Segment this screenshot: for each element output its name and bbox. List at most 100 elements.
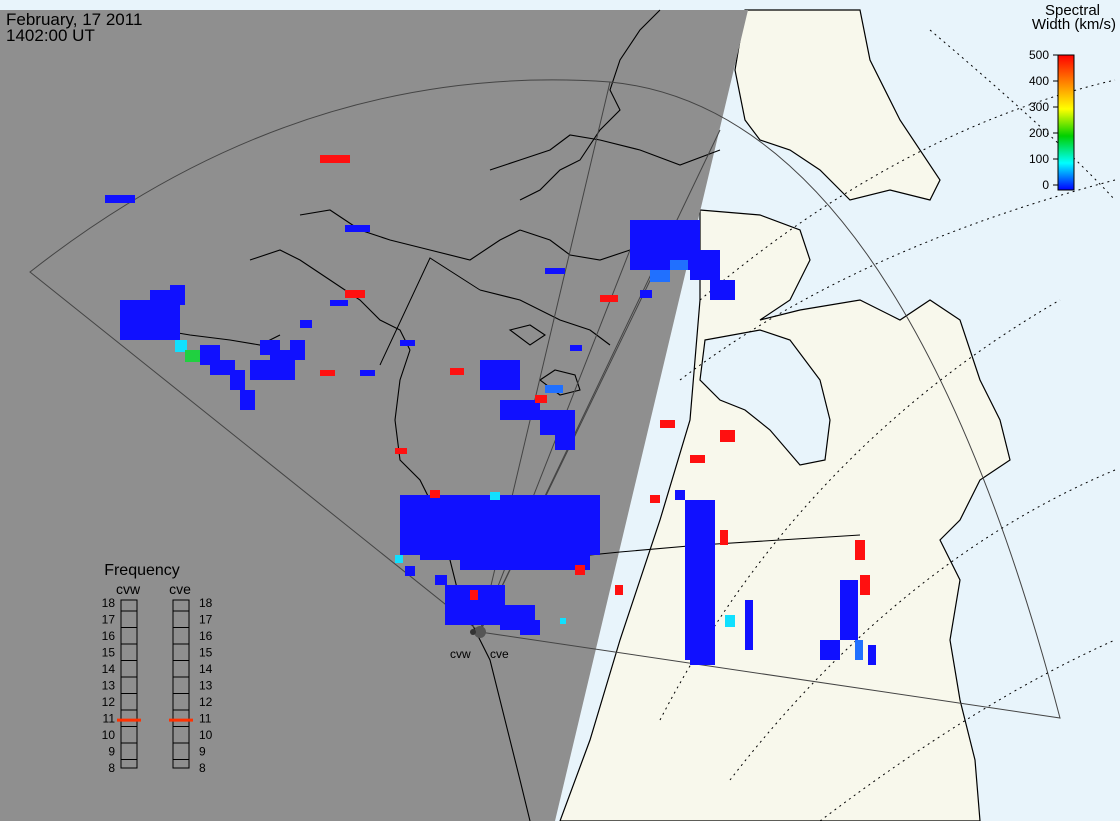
cve-frequency-tick-label: 16 [199, 629, 213, 643]
radar-echo-cell [480, 360, 520, 390]
hudson-bay [699, 329, 831, 466]
radar-echo-cell [320, 370, 335, 376]
cve-frequency-tick-label: 8 [199, 761, 206, 775]
radar-echo-cell [185, 350, 200, 362]
radar-echo-cell [545, 268, 565, 274]
colorbar-tick-label: 200 [1029, 126, 1049, 140]
radar-echo-cell [820, 640, 840, 660]
cvw-site-marker[interactable] [470, 629, 476, 635]
radar-echo-cell [555, 430, 575, 450]
radar-echo-cell [545, 385, 563, 393]
radar-echo-cell [395, 555, 403, 563]
frequency-panel: Frequency cvw cve 18 18 17 17 16 16 15 15 14 14 13… [102, 562, 213, 775]
frequency-ticks: 18 18 17 17 16 16 15 15 14 14 13 13 12 12 11 11 10 10 9 9 8 8 [102, 596, 213, 775]
radar-echo-cell [105, 195, 135, 203]
radar-echo-cell [710, 280, 735, 300]
radar-echo-cell [720, 430, 735, 442]
cvw-label: cvw [450, 647, 471, 661]
colorbar-title-line1: Spectral [1045, 2, 1100, 19]
radar-echo-cell [575, 565, 585, 575]
radar-echo-cell [630, 220, 700, 270]
cvw-frequency-tick-label: 8 [108, 761, 115, 775]
cve-frequency-tick-label: 9 [199, 745, 206, 759]
colorbar-tick-label: 300 [1029, 100, 1049, 114]
radar-echo-cell [650, 495, 660, 503]
radar-echo-cell [395, 448, 407, 454]
cve-frequency-tick-label: 11 [199, 712, 212, 726]
cvw-frequency-tick-label: 9 [108, 745, 115, 759]
radar-echo-cell [690, 250, 720, 280]
radar-echo-cell [560, 618, 566, 624]
cve-column-label: cve [169, 581, 191, 597]
cvw-frequency-tick-label: 16 [102, 629, 116, 643]
radar-echo-cell [600, 295, 618, 302]
cve-frequency-tick-label: 10 [199, 728, 213, 742]
radar-echo-cell [690, 620, 715, 665]
radar-echo-cell [720, 530, 728, 545]
radar-echo-cell [320, 155, 350, 163]
cvw-frequency-tick-label: 18 [102, 596, 116, 610]
cve-frequency-bar [172, 599, 190, 769]
radar-echo-cell [420, 545, 460, 560]
north-america-east-landmass [559, 209, 1011, 821]
radar-echo-cell [650, 270, 670, 282]
cvw-frequency-tick-label: 14 [102, 662, 116, 676]
radar-echo-cell [300, 320, 312, 328]
cve-site-marker[interactable] [474, 626, 486, 638]
radar-echo-cell [500, 400, 540, 420]
radar-echo-cell [675, 490, 685, 500]
day-land [559, 9, 1011, 821]
radar-echo-cell [490, 492, 500, 500]
radar-echo-cell [290, 340, 305, 360]
radar-echo-cell [868, 645, 876, 665]
radar-echo-cell [330, 300, 348, 306]
radar-echo-cell [640, 290, 652, 298]
cve-frequency-tick-label: 13 [199, 679, 213, 693]
radar-echo-cell [840, 580, 858, 640]
radar-echo-cell [230, 370, 245, 390]
radar-echo-cell [360, 370, 375, 376]
cvw-frequency-tick-label: 17 [102, 613, 116, 627]
radar-echo-cell [400, 340, 415, 346]
cvw-frequency-tick-label: 13 [102, 679, 116, 693]
radar-echo-cell [535, 395, 547, 403]
cvw-frequency-tick-label: 12 [102, 695, 116, 709]
colorbar-gradient [1057, 54, 1075, 191]
colorbar-tick-label: 500 [1029, 48, 1049, 62]
cvw-frequency-tick-label: 15 [102, 646, 116, 660]
time-label: 1402:00 UT [6, 26, 95, 45]
radar-echo-cell [435, 575, 447, 585]
radar-echo-cell [670, 260, 688, 270]
radar-echo-cell [860, 575, 870, 595]
cve-label: cve [490, 647, 509, 661]
cve-frequency-tick-label: 18 [199, 596, 213, 610]
radar-echo-cell [725, 615, 735, 627]
radar-echo-cell [210, 360, 235, 375]
cvw-frequency-bar [120, 599, 138, 769]
cve-frequency-tick-label: 12 [199, 695, 213, 709]
cvw-frequency-tick-label: 11 [103, 712, 116, 726]
colorbar-tick-label: 100 [1029, 152, 1049, 166]
cve-frequency-tick-label: 15 [199, 646, 213, 660]
radar-echo-cell [405, 566, 415, 576]
date-label: February, 17 2011 [6, 10, 142, 29]
radar-echo-cell [470, 590, 478, 600]
cvw-frequency-tick-label: 10 [102, 728, 116, 742]
radar-echo-cell [520, 620, 540, 635]
radar-echo-cell [175, 340, 187, 352]
radar-echo-cell [855, 640, 863, 660]
radar-echo-cell [240, 390, 255, 410]
frequency-title: Frequency [104, 562, 180, 579]
colorbar-tick-label: 400 [1029, 74, 1049, 88]
radar-echo-cell [170, 285, 185, 305]
colorbar: Spectral Width (km/s) 500 400 300 200 100 0 [1029, 2, 1116, 192]
radar-echo-cell [690, 455, 705, 463]
radar-echo-cell [430, 490, 440, 498]
cve-frequency-tick-label: 14 [199, 662, 213, 676]
cve-frequency-tick-label: 17 [199, 613, 213, 627]
radar-echo-cell [345, 225, 370, 232]
colorbar-tick-label: 0 [1042, 178, 1049, 192]
colorbar-ticks: 500 400 300 200 100 0 [1029, 48, 1058, 192]
radar-echo-cell [450, 368, 464, 375]
